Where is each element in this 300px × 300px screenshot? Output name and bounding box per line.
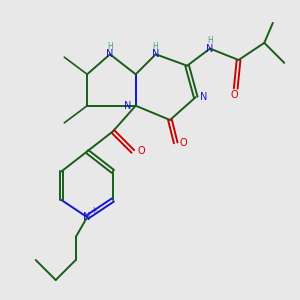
Text: H: H bbox=[153, 42, 158, 51]
Text: H: H bbox=[207, 36, 213, 45]
Text: N: N bbox=[200, 92, 207, 102]
Text: N: N bbox=[106, 49, 114, 59]
Text: O: O bbox=[230, 90, 238, 100]
Text: O: O bbox=[137, 146, 145, 156]
Text: N: N bbox=[83, 212, 90, 222]
Text: N: N bbox=[206, 44, 214, 54]
Text: H: H bbox=[107, 42, 112, 51]
Text: +: + bbox=[90, 206, 97, 215]
Text: N: N bbox=[124, 101, 131, 111]
Text: N: N bbox=[152, 49, 159, 59]
Text: O: O bbox=[179, 138, 187, 148]
